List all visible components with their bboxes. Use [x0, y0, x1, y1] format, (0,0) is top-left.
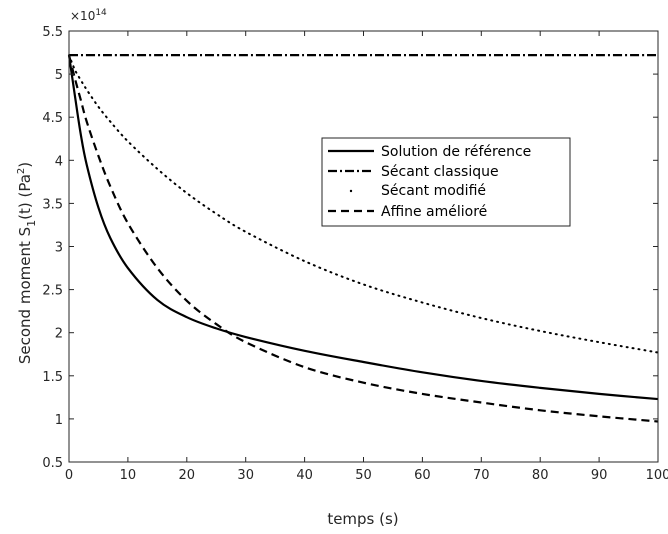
x-tick-label: 10 — [120, 468, 137, 483]
x-axis-label: temps (s) — [327, 510, 398, 528]
x-tick-label: 100 — [646, 468, 668, 483]
y-tick-label: 1 — [55, 413, 63, 428]
x-tick-label: 70 — [473, 468, 490, 483]
legend: Solution de référence Sécant classique S… — [321, 137, 571, 227]
y-tick-label: 5.5 — [42, 25, 63, 40]
y-axis-label: Second moment S1(t) (Pa2) — [16, 162, 38, 364]
x-tick-label: 50 — [355, 468, 372, 483]
y-tick-label: 0.5 — [42, 456, 63, 471]
y-tick-label: 3 — [55, 241, 63, 256]
series-line-2 — [68, 54, 659, 354]
y-tick-label: 1.5 — [42, 370, 63, 385]
x-tick-label: 60 — [414, 468, 431, 483]
x-tick-label: 0 — [65, 468, 73, 483]
legend-label-reference: Solution de référence — [381, 144, 531, 160]
x-tick-label: 30 — [237, 468, 254, 483]
y-exponent-label: ×1014 — [70, 8, 107, 23]
series-line-0 — [67, 54, 659, 401]
y-tick-label: 2 — [55, 327, 63, 342]
y-tick-label: 5 — [55, 68, 63, 83]
y-tick-label: 4.5 — [42, 111, 63, 126]
legend-marker-secant-modifie — [349, 189, 353, 193]
legend-box — [321, 137, 571, 227]
x-tick-label: 90 — [591, 468, 608, 483]
series-line-3 — [67, 54, 659, 423]
legend-label-affine-ameliore: Affine amélioré — [381, 204, 487, 220]
x-tick-label: 20 — [179, 468, 196, 483]
legend-label-secant-classique: Sécant classique — [381, 164, 499, 180]
y-tick-label: 3.5 — [42, 197, 63, 212]
ticks-layer: 0 10 20 30 40 50 60 70 80 90 100 0.5 1 1.5 2 2.5 3 3.5 4 4.… — [42, 25, 668, 483]
series-layer — [67, 54, 659, 423]
x-tick-label: 40 — [296, 468, 313, 483]
y-tick-label: 4 — [55, 154, 63, 169]
y-tick-label: 2.5 — [42, 284, 63, 299]
legend-label-secant-modifie: Sécant modifié — [381, 183, 486, 199]
x-tick-label: 80 — [532, 468, 549, 483]
